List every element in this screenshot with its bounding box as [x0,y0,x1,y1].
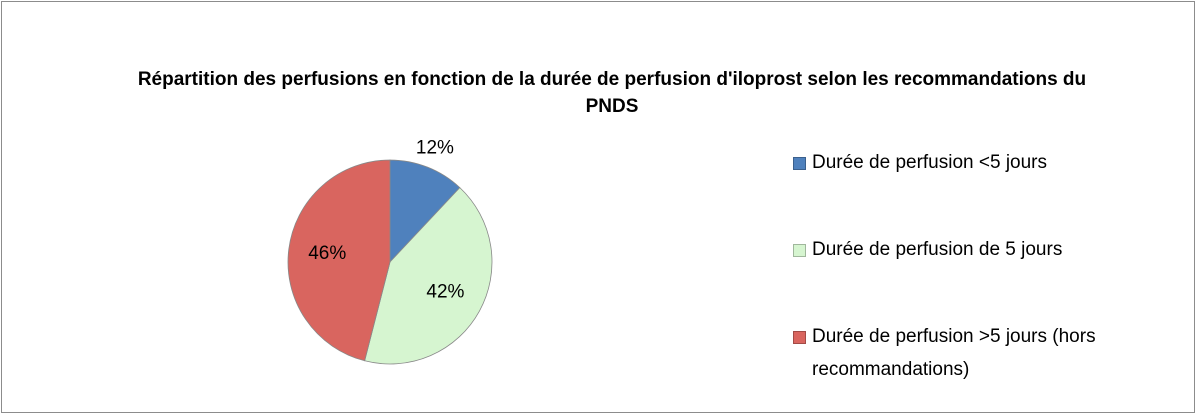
legend-label: Durée de perfusion >5 jours (hors recomm… [812,326,1096,380]
legend-label: Durée de perfusion de 5 jours [812,239,1063,260]
pie-slice [389,159,461,264]
pie-slice [364,187,493,365]
legend-swatch [793,331,806,344]
legend-item: Durée de perfusion >5 jours (hors recomm… [790,320,1160,386]
legend-swatch [793,244,806,257]
chart-title: Répartition des perfusions en fonction d… [137,69,1087,117]
data-label: 12% [416,138,454,159]
legend-item: Durée de perfusion <5 jours [790,146,1160,179]
data-label: 42% [426,281,464,302]
data-label: 46% [308,243,346,264]
legend-label: Durée de perfusion <5 jours [812,152,1048,173]
legend-item: Durée de perfusion de 5 jours [790,233,1160,266]
legend-swatch [793,157,806,170]
pie-slice [287,159,391,362]
